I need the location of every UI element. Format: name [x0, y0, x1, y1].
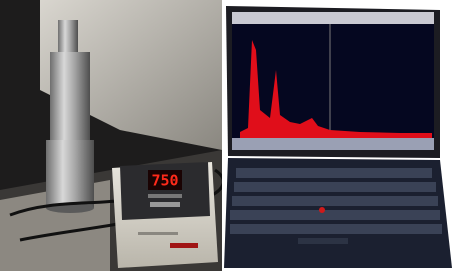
panel-label: [150, 202, 180, 207]
mouse-buttons: [298, 238, 348, 244]
key-row: [232, 196, 438, 206]
label-strip: [138, 232, 178, 235]
trackpoint: [319, 207, 325, 213]
toolbar: [232, 138, 434, 150]
photo-collage: 750: [0, 0, 454, 271]
window-titlebar: [232, 12, 434, 24]
detector-body: [50, 52, 90, 147]
display-reading: 750: [151, 172, 178, 190]
divider: [222, 0, 224, 271]
panel-label: [148, 194, 182, 198]
key-row: [230, 210, 440, 220]
right-photo: [224, 0, 454, 271]
left-photo: 750: [0, 0, 223, 271]
keyboard: [230, 168, 442, 234]
logo-strip: [170, 243, 198, 248]
key-row: [236, 168, 432, 178]
detector-base: [46, 140, 94, 208]
key-row: [234, 182, 436, 192]
key-row: [230, 224, 442, 234]
page: 750 (() => { const data = JSON.parse(doc…: [0, 0, 454, 271]
detector-top: [58, 20, 78, 55]
